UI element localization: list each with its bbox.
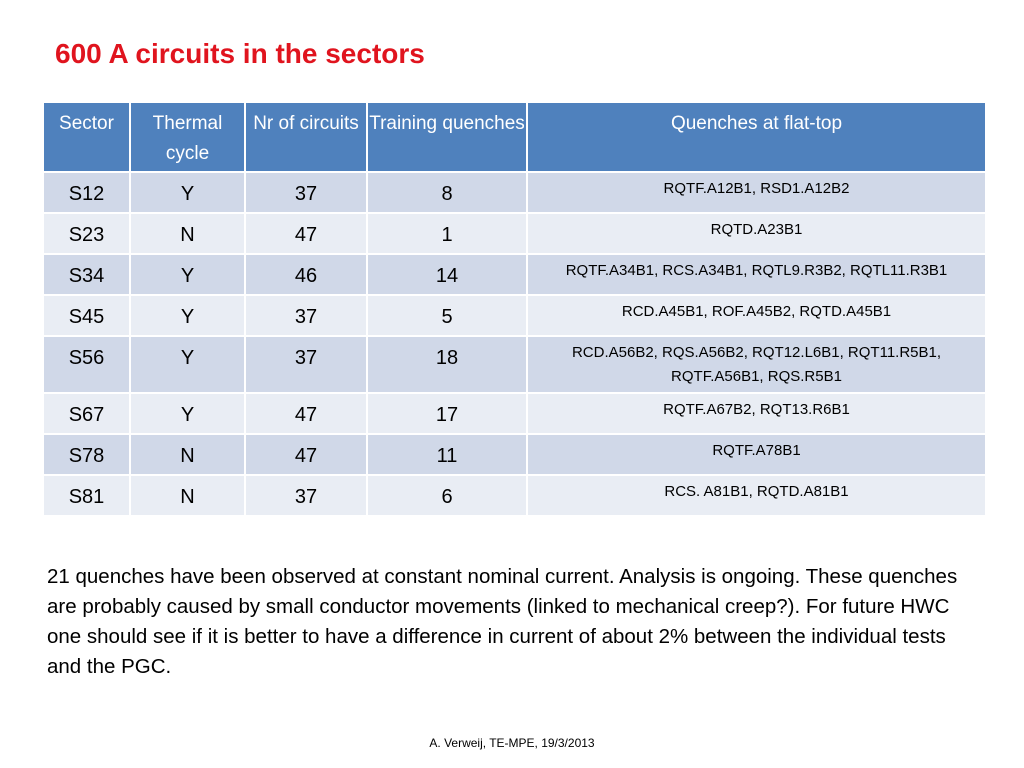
cell-sector: S34	[42, 253, 131, 296]
cell-sector: S81	[42, 474, 131, 517]
header-training-quenches: Training quenches	[366, 101, 528, 173]
table-row: S67 Y 47 17 RQTF.A67B2, RQT13.R6B1	[42, 392, 987, 435]
cell-nr-of-circuits: 46	[244, 253, 368, 296]
table-row: S12 Y 37 8 RQTF.A12B1, RSD1.A12B2	[42, 171, 987, 214]
table-header-row: Sector Thermal cycle Nr of circuits Trai…	[42, 101, 987, 173]
cell-thermal-cycle: Y	[129, 171, 246, 214]
cell-sector: S45	[42, 294, 131, 337]
cell-quenches-flat-top: RCD.A45B1, ROF.A45B2, RQTD.A45B1	[526, 294, 987, 337]
cell-quenches-flat-top: RQTD.A23B1	[526, 212, 987, 255]
cell-nr-of-circuits: 47	[244, 433, 368, 476]
cell-training-quenches: 14	[366, 253, 528, 296]
cell-thermal-cycle: Y	[129, 392, 246, 435]
footer-credit: A. Verweij, TE-MPE, 19/3/2013	[429, 736, 595, 750]
cell-thermal-cycle: N	[129, 212, 246, 255]
cell-nr-of-circuits: 47	[244, 212, 368, 255]
cell-thermal-cycle: Y	[129, 294, 246, 337]
summary-paragraph: 21 quenches have been observed at consta…	[47, 565, 958, 678]
cell-nr-of-circuits: 47	[244, 392, 368, 435]
cell-training-quenches: 18	[366, 335, 528, 394]
cell-training-quenches: 8	[366, 171, 528, 214]
cell-thermal-cycle: N	[129, 433, 246, 476]
cell-training-quenches: 5	[366, 294, 528, 337]
cell-training-quenches: 17	[366, 392, 528, 435]
cell-training-quenches: 11	[366, 433, 528, 476]
cell-quenches-flat-top: RCD.A56B2, RQS.A56B2, RQT12.L6B1, RQT11.…	[526, 335, 987, 394]
table-row: S45 Y 37 5 RCD.A45B1, ROF.A45B2, RQTD.A4…	[42, 294, 987, 337]
cell-quenches-flat-top: RQTF.A67B2, RQT13.R6B1	[526, 392, 987, 435]
cell-nr-of-circuits: 37	[244, 335, 368, 394]
cell-sector: S67	[42, 392, 131, 435]
slide-title: 600 A circuits in the sectors	[55, 38, 425, 69]
table-row: S56 Y 37 18 RCD.A56B2, RQS.A56B2, RQT12.…	[42, 335, 987, 394]
table-row: S23 N 47 1 RQTD.A23B1	[42, 212, 987, 255]
cell-sector: S56	[42, 335, 131, 394]
cell-thermal-cycle: Y	[129, 253, 246, 296]
cell-nr-of-circuits: 37	[244, 294, 368, 337]
header-quenches-flat-top: Quenches at flat-top	[526, 101, 987, 173]
header-sector: Sector	[42, 101, 131, 173]
table-row: S81 N 37 6 RCS. A81B1, RQTD.A81B1	[42, 474, 987, 517]
cell-sector: S12	[42, 171, 131, 214]
cell-sector: S78	[42, 433, 131, 476]
circuits-table: Sector Thermal cycle Nr of circuits Trai…	[42, 101, 987, 517]
cell-sector: S23	[42, 212, 131, 255]
table-row: S34 Y 46 14 RQTF.A34B1, RCS.A34B1, RQTL9…	[42, 253, 987, 296]
cell-thermal-cycle: N	[129, 474, 246, 517]
header-nr-of-circuits: Nr of circuits	[244, 101, 368, 173]
header-thermal-cycle: Thermal cycle	[129, 101, 246, 173]
cell-training-quenches: 6	[366, 474, 528, 517]
cell-thermal-cycle: Y	[129, 335, 246, 394]
cell-quenches-flat-top: RQTF.A34B1, RCS.A34B1, RQTL9.R3B2, RQTL1…	[526, 253, 987, 296]
cell-nr-of-circuits: 37	[244, 171, 368, 214]
cell-quenches-flat-top: RQTF.A78B1	[526, 433, 987, 476]
cell-training-quenches: 1	[366, 212, 528, 255]
cell-quenches-flat-top: RCS. A81B1, RQTD.A81B1	[526, 474, 987, 517]
cell-nr-of-circuits: 37	[244, 474, 368, 517]
table-row: S78 N 47 11 RQTF.A78B1	[42, 433, 987, 476]
cell-quenches-flat-top: RQTF.A12B1, RSD1.A12B2	[526, 171, 987, 214]
